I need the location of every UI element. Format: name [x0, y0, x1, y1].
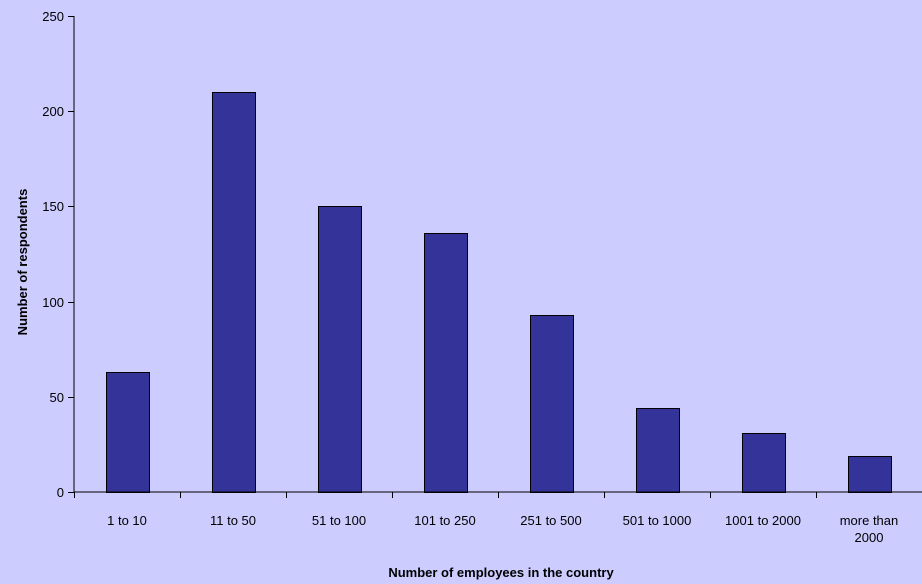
- y-tick-label: 100: [42, 295, 64, 310]
- x-tick-label: 1001 to 2000: [725, 513, 801, 528]
- x-tick-label: 101 to 250: [414, 513, 475, 528]
- y-axis-ticks: 0 50 100 150 200 250: [42, 9, 74, 500]
- x-tick-label: 251 to 500: [520, 513, 581, 528]
- y-tick-label: 150: [42, 199, 64, 214]
- x-tick-label-line: 11 to 50: [210, 513, 256, 528]
- x-tick-label-line: more than: [840, 513, 899, 528]
- bar-51-to-100: [318, 206, 362, 493]
- x-tick-label: 501 to 1000: [623, 513, 692, 528]
- y-tick-label: 0: [57, 485, 64, 500]
- y-tick-label: 200: [42, 104, 64, 119]
- x-tick-label-line: 51 to 100: [312, 513, 366, 528]
- x-tick-label-line: 1001 to 2000: [725, 513, 801, 528]
- x-axis-title: Number of employees in the country: [388, 565, 614, 580]
- bar-1-to-10: [106, 372, 150, 493]
- x-tick-label-line: 1 to 10: [107, 513, 147, 528]
- bar-1001-to-2000: [742, 433, 786, 493]
- x-tick-label-line: 101 to 250: [414, 513, 475, 528]
- bars-group: [106, 92, 892, 493]
- x-tick-label-line: 251 to 500: [520, 513, 581, 528]
- y-tick-label: 250: [42, 9, 64, 24]
- bar-101-to-250: [424, 233, 468, 493]
- x-tick-label: more than 2000: [840, 513, 899, 545]
- x-tick-label-line: 501 to 1000: [623, 513, 692, 528]
- y-tick-label: 50: [50, 390, 64, 405]
- bar-11-to-50: [212, 92, 256, 493]
- x-tick-label: 1 to 10: [107, 513, 147, 528]
- y-axis-title: Number of respondents: [15, 189, 30, 336]
- x-tick-label-line: 2000: [855, 530, 884, 545]
- x-axis-ticks: 1 to 10 11 to 50 51 to 100 101 to 250 251 to…: [74, 492, 899, 545]
- bar-more-than-2000: [848, 456, 892, 493]
- x-tick-label: 11 to 50: [210, 513, 256, 528]
- bar-501-to-1000: [636, 408, 680, 493]
- bar-251-to-500: [530, 315, 574, 493]
- x-tick-label: 51 to 100: [312, 513, 366, 528]
